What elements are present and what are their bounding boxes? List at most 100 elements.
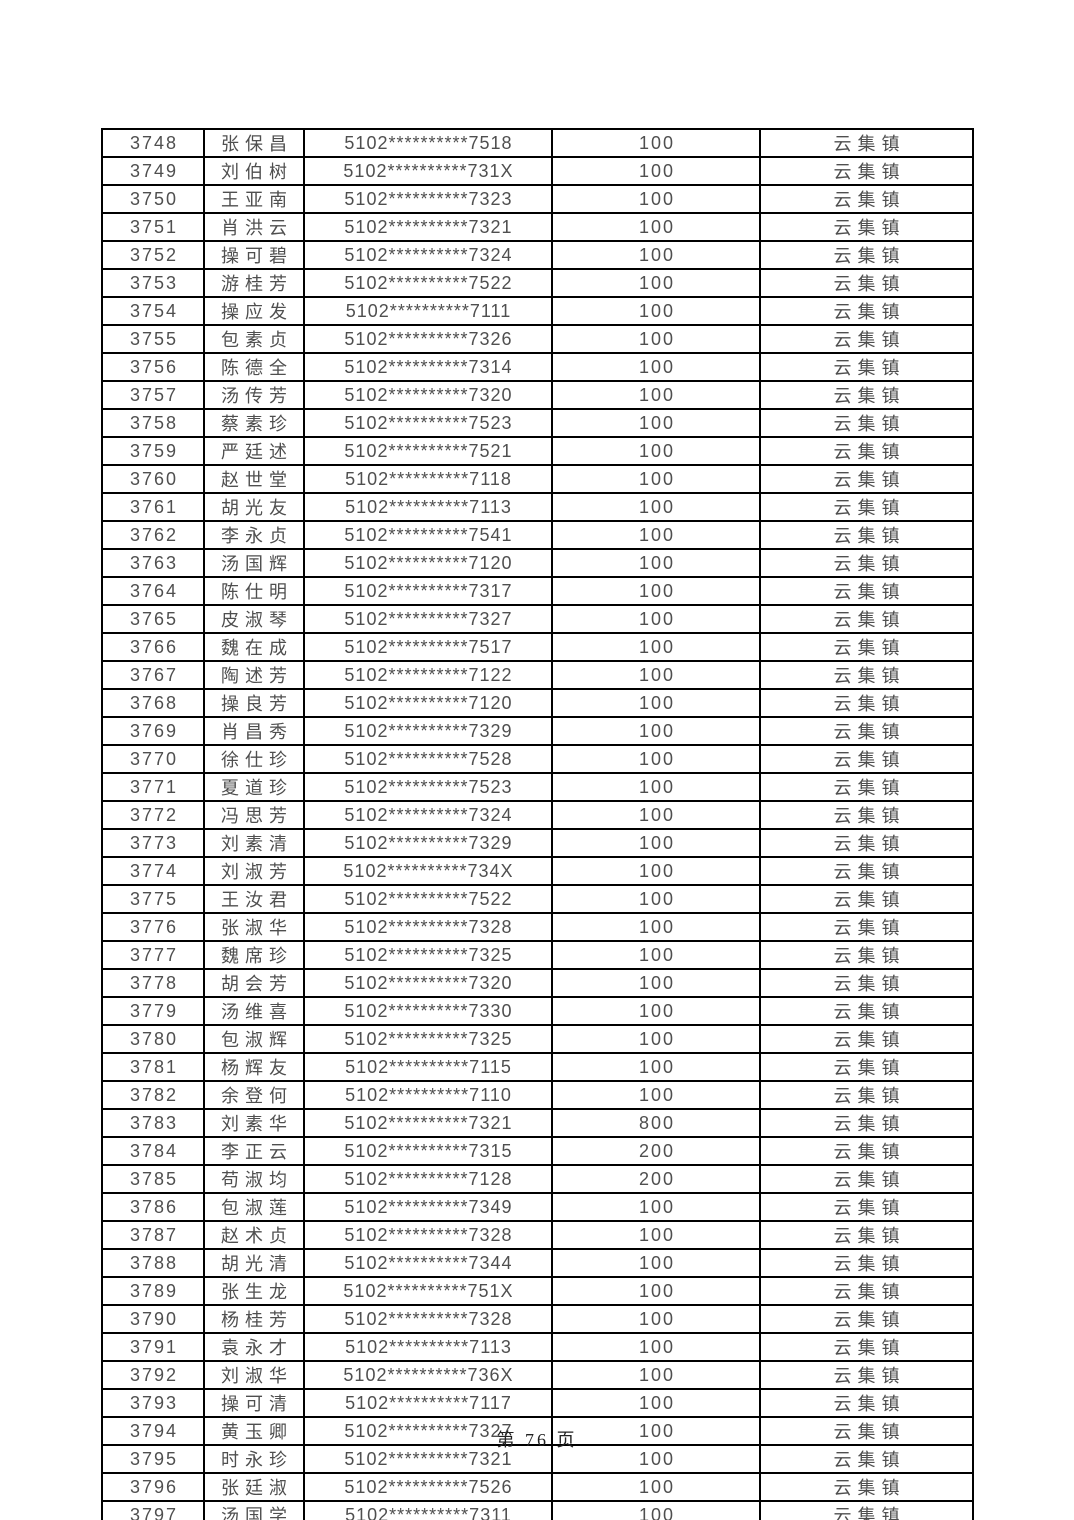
table-row: 3797 汤国学 5102**********7311 100 云集镇 [101,1500,974,1520]
serial-number-cell: 3766 [101,632,205,662]
table-row: 3796 张廷淑 5102**********7526 100 云集镇 [101,1472,974,1502]
amount-cell: 100 [551,352,761,382]
table-row: 3751 肖洪云 5102**********7321 100 云集镇 [101,212,974,242]
town-cell: 云集镇 [759,856,974,886]
serial-number-cell: 3794 [101,1416,205,1446]
table-row: 3780 包淑辉 5102**********7325 100 云集镇 [101,1024,974,1054]
table-row: 3790 杨桂芳 5102**********7328 100 云集镇 [101,1304,974,1334]
table-row: 3778 胡会芳 5102**********7320 100 云集镇 [101,968,974,998]
amount-cell: 100 [551,1444,761,1474]
person-name-cell: 李正云 [203,1136,305,1166]
table-row: 3794 黄玉卿 5102**********7327 100 云集镇 [101,1416,974,1446]
amount-cell: 100 [551,1332,761,1362]
serial-number-cell: 3786 [101,1192,205,1222]
amount-cell: 100 [551,1472,761,1502]
page-number: 第 76 页 [496,1430,578,1450]
id-number-cell: 5102**********7317 [303,576,553,606]
person-name-cell: 赵术贞 [203,1220,305,1250]
id-number-cell: 5102**********7541 [303,520,553,550]
id-number-cell: 5102**********7117 [303,1388,553,1418]
town-cell: 云集镇 [759,128,974,158]
serial-number-cell: 3767 [101,660,205,690]
table-row: 3753 游桂芳 5102**********7522 100 云集镇 [101,268,974,298]
amount-cell: 100 [551,744,761,774]
id-number-cell: 5102**********7325 [303,1024,553,1054]
id-number-cell: 5102**********7330 [303,996,553,1026]
id-number-cell: 5102**********7521 [303,436,553,466]
serial-number-cell: 3772 [101,800,205,830]
town-cell: 云集镇 [759,1332,974,1362]
table-row: 3769 肖昌秀 5102**********7329 100 云集镇 [101,716,974,746]
table-row: 3781 杨辉友 5102**********7115 100 云集镇 [101,1052,974,1082]
town-cell: 云集镇 [759,436,974,466]
person-name-cell: 张生龙 [203,1276,305,1306]
town-cell: 云集镇 [759,968,974,998]
table-row: 3789 张生龙 5102**********751X 100 云集镇 [101,1276,974,1306]
serial-number-cell: 3795 [101,1444,205,1474]
amount-cell: 200 [551,1164,761,1194]
serial-number-cell: 3759 [101,436,205,466]
person-name-cell: 余登何 [203,1080,305,1110]
table-row: 3795 时永珍 5102**********7321 100 云集镇 [101,1444,974,1474]
amount-cell: 100 [551,268,761,298]
person-name-cell: 杨辉友 [203,1052,305,1082]
serial-number-cell: 3784 [101,1136,205,1166]
id-number-cell: 5102**********7523 [303,408,553,438]
town-cell: 云集镇 [759,1052,974,1082]
town-cell: 云集镇 [759,184,974,214]
id-number-cell: 5102**********7120 [303,548,553,578]
serial-number-cell: 3779 [101,996,205,1026]
serial-number-cell: 3752 [101,240,205,270]
id-number-cell: 5102**********7111 [303,296,553,326]
person-name-cell: 陈仕明 [203,576,305,606]
serial-number-cell: 3780 [101,1024,205,1054]
beneficiary-table: 3748 张保昌 5102**********7518 100 云集镇 3749… [101,128,974,1520]
table-row: 3785 苟淑均 5102**********7128 200 云集镇 [101,1164,974,1194]
town-cell: 云集镇 [759,1164,974,1194]
amount-cell: 100 [551,996,761,1026]
serial-number-cell: 3781 [101,1052,205,1082]
serial-number-cell: 3760 [101,464,205,494]
person-name-cell: 汤国辉 [203,548,305,578]
amount-cell: 100 [551,184,761,214]
serial-number-cell: 3748 [101,128,205,158]
table-row: 3770 徐仕珍 5102**********7528 100 云集镇 [101,744,974,774]
table-row: 3760 赵世堂 5102**********7118 100 云集镇 [101,464,974,494]
serial-number-cell: 3783 [101,1108,205,1138]
person-name-cell: 刘素华 [203,1108,305,1138]
table-row: 3774 刘淑芳 5102**********734X 100 云集镇 [101,856,974,886]
serial-number-cell: 3782 [101,1080,205,1110]
id-number-cell: 5102**********7518 [303,128,553,158]
id-number-cell: 5102**********7120 [303,688,553,718]
serial-number-cell: 3793 [101,1388,205,1418]
person-name-cell: 时永珍 [203,1444,305,1474]
table-row: 3788 胡光清 5102**********7344 100 云集镇 [101,1248,974,1278]
town-cell: 云集镇 [759,1080,974,1110]
person-name-cell: 皮淑琴 [203,604,305,634]
serial-number-cell: 3758 [101,408,205,438]
serial-number-cell: 3769 [101,716,205,746]
id-number-cell: 5102**********7324 [303,240,553,270]
table-row: 3754 操应发 5102**********7111 100 云集镇 [101,296,974,326]
serial-number-cell: 3757 [101,380,205,410]
serial-number-cell: 3789 [101,1276,205,1306]
id-number-cell: 5102**********7323 [303,184,553,214]
serial-number-cell: 3751 [101,212,205,242]
town-cell: 云集镇 [759,1108,974,1138]
id-number-cell: 5102**********7122 [303,660,553,690]
id-number-cell: 5102**********7311 [303,1500,553,1520]
table-row: 3764 陈仕明 5102**********7317 100 云集镇 [101,576,974,606]
amount-cell: 100 [551,464,761,494]
town-cell: 云集镇 [759,576,974,606]
amount-cell: 100 [551,828,761,858]
serial-number-cell: 3792 [101,1360,205,1390]
person-name-cell: 王亚南 [203,184,305,214]
person-name-cell: 游桂芳 [203,268,305,298]
person-name-cell: 张廷淑 [203,1472,305,1502]
town-cell: 云集镇 [759,1472,974,1502]
town-cell: 云集镇 [759,604,974,634]
serial-number-cell: 3756 [101,352,205,382]
amount-cell: 100 [551,800,761,830]
person-name-cell: 夏道珍 [203,772,305,802]
serial-number-cell: 3763 [101,548,205,578]
